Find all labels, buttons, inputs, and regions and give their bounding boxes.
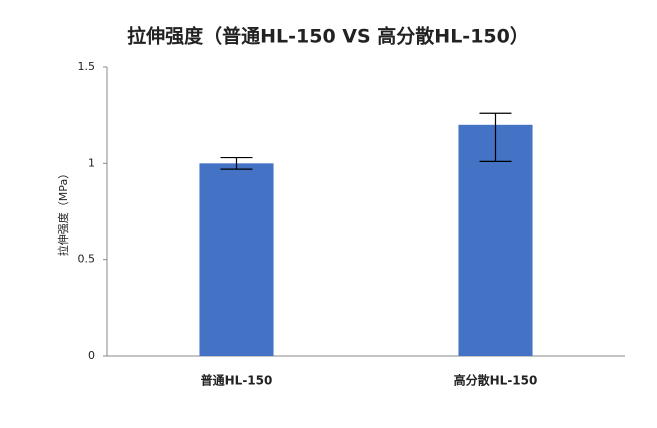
x-tick-label: 高分散HL-150 <box>454 373 538 388</box>
y-tick-label: 0.5 <box>78 253 96 266</box>
error-bar <box>220 156 253 170</box>
chart-title: 拉伸强度（普通HL-150 VS 高分散HL-150） <box>127 25 529 48</box>
y-axis-label: 拉伸强度（MPa） <box>56 168 70 256</box>
y-tick-label: 1.5 <box>78 60 96 73</box>
y-tick-label: 1 <box>88 156 95 169</box>
y-tick-label: 0 <box>88 349 95 362</box>
x-tick-label: 普通HL-150 <box>201 373 273 388</box>
bar <box>458 124 533 356</box>
bar <box>199 163 274 356</box>
error-bar <box>479 112 512 163</box>
